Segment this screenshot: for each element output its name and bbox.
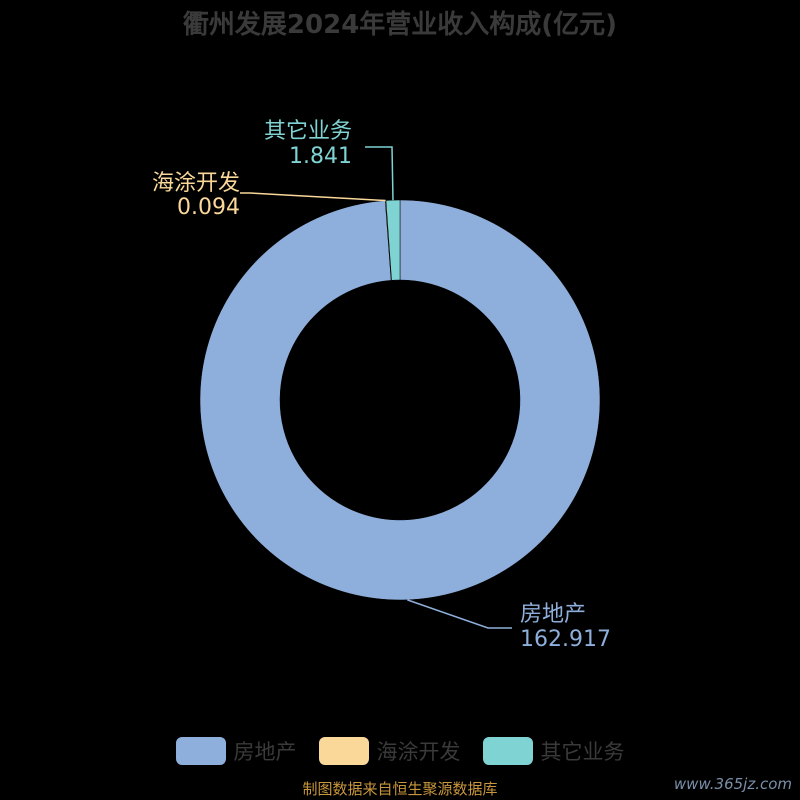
- leader-line-1: [240, 192, 386, 202]
- legend-swatch: [318, 737, 369, 765]
- legend-item-realestate[interactable]: 房地产: [175, 736, 297, 766]
- legend-label: 其它业务: [540, 740, 625, 764]
- legend-swatch: [175, 737, 226, 765]
- data-source-note: 制图数据来自恒生聚源数据库: [302, 780, 498, 798]
- legend-swatch: [482, 737, 533, 765]
- slice-category-label: 房地产: [520, 602, 586, 627]
- legend: 房地产 海涂开发 其它业务: [0, 736, 800, 766]
- legend-label: 房地产: [233, 740, 297, 764]
- legend-item-other[interactable]: 其它业务: [482, 736, 625, 766]
- leader-line-0: [407, 599, 512, 629]
- slice-0[interactable]: [199, 199, 601, 601]
- legend-label: 海涂开发: [376, 740, 461, 764]
- chart-title: 衢州发展2024年营业收入构成(亿元): [182, 10, 618, 40]
- slice-category-label: 其它业务: [264, 119, 352, 144]
- legend-item-tidal[interactable]: 海涂开发: [318, 736, 461, 766]
- watermark: www.365jz.com: [673, 775, 792, 793]
- slice-2[interactable]: [385, 199, 401, 281]
- slice-value-label: 1.841: [289, 144, 352, 169]
- slice-category-label: 海涂开发: [152, 171, 240, 196]
- slice-value-label: 0.094: [177, 195, 240, 220]
- leader-line-2: [365, 146, 394, 201]
- slice-value-label: 162.917: [520, 627, 611, 652]
